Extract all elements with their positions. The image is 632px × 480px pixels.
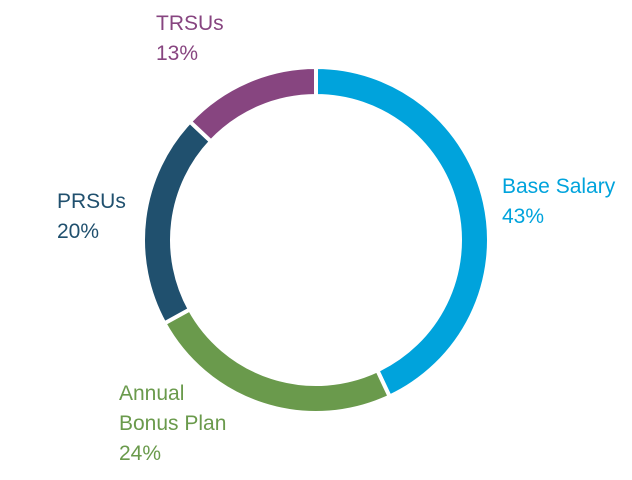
slice-value-label: 24%: [119, 442, 161, 465]
slice-label-annual-bonus-plan: Annual Bonus Plan 24%: [119, 382, 226, 465]
slice-label-trsus: TRSUs 13%: [156, 12, 224, 65]
slice-name-label: PRSUs: [57, 190, 126, 213]
slice-value-label: 13%: [156, 42, 198, 65]
donut-slice-trsus: [187, 64, 318, 145]
slice-value-label: 43%: [502, 205, 544, 228]
donut-slice-annual-bonus-plan: [161, 306, 393, 415]
slice-labels: Base Salary 43% Annual Bonus Plan 24% PRSUs 20…: [57, 12, 616, 465]
slice-label-prsus: PRSUs 20%: [57, 190, 126, 243]
donut-slice-base-salary: [314, 64, 491, 400]
donut-slice-prsus: [141, 118, 214, 327]
slice-name-label: Base Salary: [502, 175, 616, 198]
slice-name-label: Annual: [119, 382, 184, 405]
slice-value-label: 20%: [57, 220, 99, 243]
slice-label-base-salary: Base Salary 43%: [502, 175, 616, 228]
slice-name-label: Bonus Plan: [119, 412, 226, 435]
slice-name-label: TRSUs: [156, 12, 224, 35]
donut-slices: [141, 64, 491, 415]
